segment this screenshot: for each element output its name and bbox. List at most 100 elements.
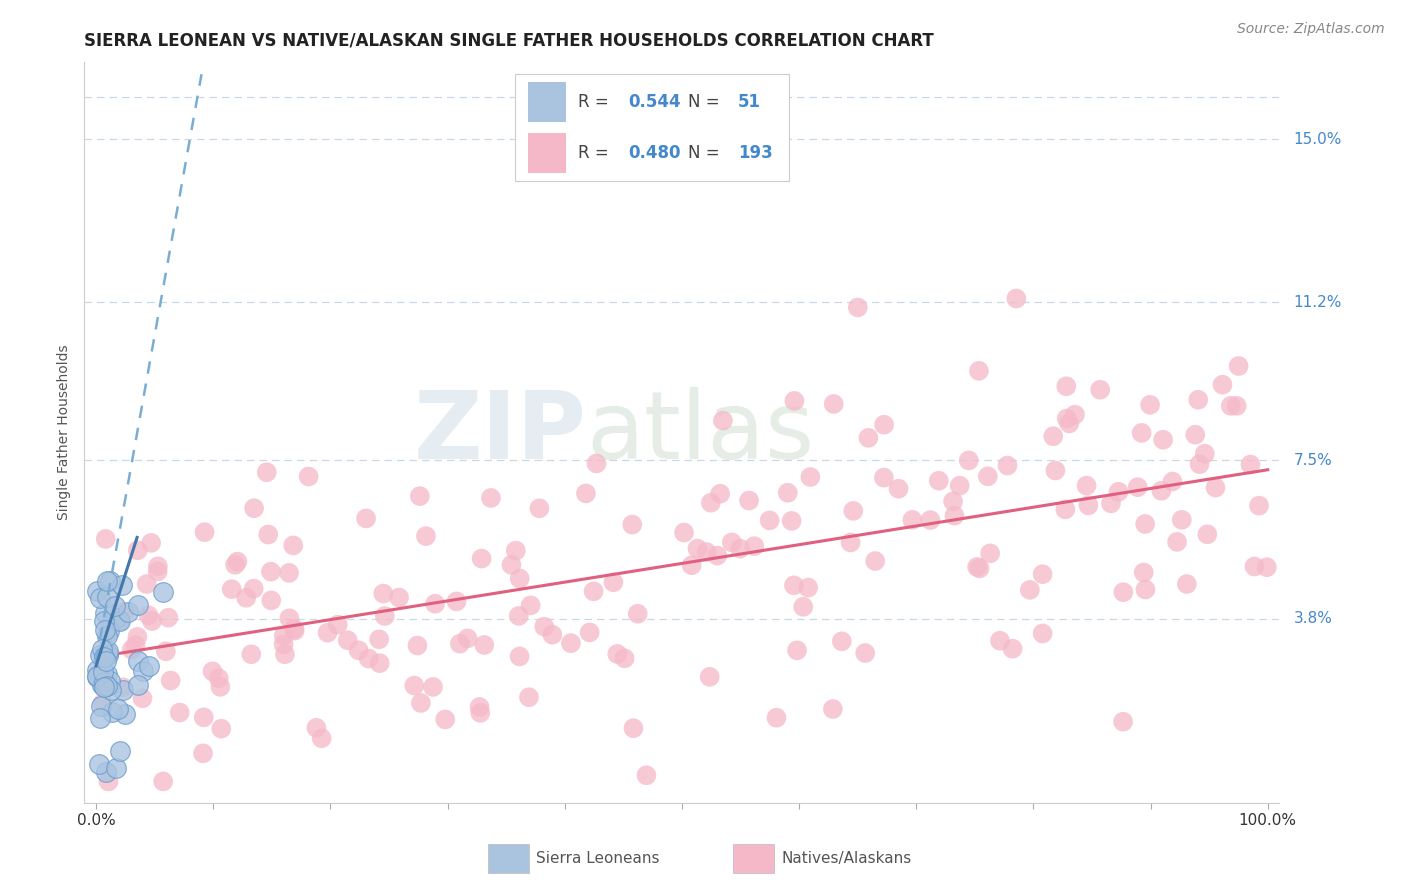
Point [152,774,174,789]
Point [446,594,468,608]
Point [578,625,600,640]
Point [1088,383,1111,397]
Point [98,624,121,639]
Text: SIERRA LEONEAN VS NATIVE/ALASKAN SINGLE FATHER HOUSEHOLDS CORRELATION CHART: SIERRA LEONEAN VS NATIVE/ALASKAN SINGLE … [84,32,934,50]
Point [519,599,541,613]
Point [1166,535,1188,549]
Point [873,470,896,484]
Point [374,609,396,624]
Point [1256,560,1278,574]
Point [368,632,391,647]
Point [842,504,865,518]
Point [560,636,582,650]
Point [776,485,799,500]
Point [111,682,134,697]
Point [1126,480,1149,494]
Point [1042,429,1064,443]
Point [1152,433,1174,447]
Point [1139,398,1161,412]
Point [127,630,149,644]
Point [1243,559,1265,574]
Point [979,546,1001,560]
Point [97,647,120,661]
Point [799,470,821,484]
Text: R =: R = [578,144,614,161]
Text: 0.480: 0.480 [628,144,681,161]
Point [100,682,122,697]
Point [107,613,129,627]
Point [96,666,118,681]
Point [1108,484,1130,499]
Point [1171,513,1194,527]
Point [839,535,862,549]
Point [797,581,820,595]
Point [765,711,787,725]
Point [509,649,531,664]
Point [96,590,118,604]
Point [226,555,249,569]
Point [224,558,246,572]
Point [758,513,780,527]
Point [969,561,991,575]
Point [449,637,471,651]
Point [283,622,305,636]
Point [1001,641,1024,656]
Point [1227,359,1250,373]
Point [786,643,808,657]
FancyBboxPatch shape [515,73,790,181]
Point [124,638,146,652]
Point [86,663,108,677]
Point [131,691,153,706]
Point [1133,516,1156,531]
Point [1194,447,1216,461]
Point [1077,499,1099,513]
Point [415,529,437,543]
Point [240,647,263,661]
Point [1032,626,1054,640]
Point [146,565,169,579]
Text: N =: N = [688,144,724,161]
Point [86,670,108,684]
Point [97,774,120,789]
Point [1219,399,1241,413]
Point [686,541,709,556]
Point [152,584,174,599]
Text: 3.8%: 3.8% [1294,611,1333,626]
Point [96,574,118,588]
Point [575,486,598,500]
Point [354,511,377,525]
Y-axis label: Single Father Households: Single Father Households [58,345,72,520]
Point [709,486,731,500]
Point [208,671,231,685]
Point [1135,582,1157,597]
Point [283,538,305,552]
Point [920,513,942,527]
Point [260,593,283,607]
Text: N =: N = [688,93,724,111]
Point [681,558,703,573]
Point [404,679,426,693]
Point [112,605,135,619]
Point [305,721,328,735]
Point [977,469,1000,483]
Point [728,541,751,556]
Point [235,591,257,605]
FancyBboxPatch shape [527,82,567,121]
Point [1130,425,1153,440]
Text: R =: R = [578,93,614,111]
Point [943,508,966,523]
Point [606,647,628,661]
Point [138,659,160,673]
Text: ZIP: ZIP [413,386,586,479]
Point [1064,408,1087,422]
Point [472,638,495,652]
Point [1045,463,1067,477]
Point [406,639,429,653]
Point [111,578,134,592]
Point [409,696,432,710]
Point [1032,567,1054,582]
Point [110,614,132,628]
Point [357,651,380,665]
Point [201,665,224,679]
Point [1005,292,1028,306]
